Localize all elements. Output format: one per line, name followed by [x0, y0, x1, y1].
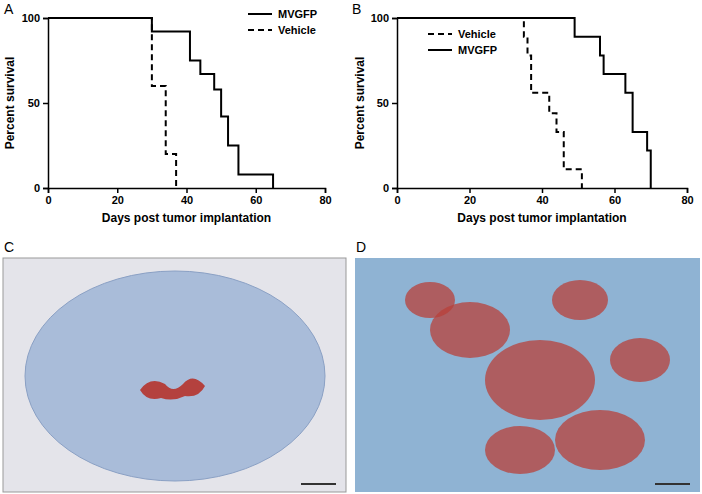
- tick-label: 20: [112, 194, 124, 206]
- tick: 40: [181, 188, 193, 206]
- tick: 100: [371, 12, 397, 24]
- plot-area: [397, 18, 651, 188]
- tick-mark: [614, 188, 616, 193]
- x-axis-title: Days post tumor implantation: [102, 211, 271, 225]
- panel-label: D: [356, 239, 366, 255]
- stain: [552, 280, 608, 320]
- tick-mark: [325, 188, 327, 193]
- scale-bar: [301, 483, 336, 485]
- stain: [555, 410, 645, 470]
- tick-mark: [186, 188, 188, 193]
- tick-label: 0: [34, 182, 40, 194]
- figure: A 0 20 40 60 80 0 50 100 Days post tumor implanta…: [0, 0, 702, 494]
- panel-1: B 0 20 40 60 80 0 50 100 Days post tumor implanta…: [352, 1, 694, 225]
- axis-line: [398, 189, 688, 194]
- image-background: [355, 258, 700, 492]
- x-axis: 0 20 40 60 80: [45, 188, 331, 206]
- survival-line: [48, 18, 273, 188]
- tick-mark: [392, 18, 397, 20]
- stain: [485, 426, 555, 474]
- stain: [140, 378, 205, 399]
- tick: 100: [22, 12, 48, 24]
- y-axis: 0 50 100: [371, 12, 398, 194]
- panel-label: A: [4, 1, 14, 17]
- tick-label: 20: [464, 194, 476, 206]
- tick-label: 40: [181, 194, 193, 206]
- tick-mark: [256, 188, 258, 193]
- axis-line: [43, 19, 49, 189]
- tick-label: 80: [319, 194, 331, 206]
- tick-label: 80: [681, 194, 693, 206]
- tick-label: 0: [383, 182, 389, 194]
- image-panel: C: [3, 239, 346, 492]
- y-axis-title: Percent survival: [353, 57, 367, 150]
- tick-mark: [687, 188, 689, 193]
- tick-label: 100: [371, 12, 389, 24]
- tick-mark: [43, 103, 48, 105]
- tick-label: 60: [609, 194, 621, 206]
- tick-mark: [392, 188, 397, 190]
- panel-0: A 0 20 40 60 80 0 50 100 Days post tumor implanta…: [3, 1, 332, 225]
- tick-label: 60: [250, 194, 262, 206]
- plot-area: [48, 18, 273, 188]
- tick: 50: [28, 97, 48, 109]
- tick: 20: [112, 188, 124, 206]
- tick: 0: [394, 188, 400, 206]
- y-axis: 0 50 100: [22, 12, 49, 194]
- survival-line: [397, 18, 651, 188]
- tick-label: 100: [22, 12, 40, 24]
- tick-mark: [469, 188, 471, 193]
- tick-label: 0: [394, 194, 400, 206]
- legend-swatch: [248, 13, 272, 15]
- stain: [405, 282, 455, 318]
- tick-mark: [392, 103, 397, 105]
- tick-mark: [117, 188, 119, 193]
- image-background: [3, 258, 346, 492]
- image-panel: D: [355, 239, 700, 492]
- brain-section: [25, 271, 325, 481]
- tick-mark: [43, 188, 48, 190]
- tick: 40: [536, 188, 548, 206]
- legend: MVGFP Vehicle: [248, 8, 317, 36]
- tick-label: 0: [45, 194, 51, 206]
- tick-mark: [542, 188, 544, 193]
- scale-bar: [655, 483, 690, 485]
- legend-swatch: [428, 49, 452, 51]
- legend: Vehicle MVGFP: [428, 28, 497, 56]
- x-axis-title: Days post tumor implantation: [457, 211, 626, 225]
- tick-label: 50: [377, 97, 389, 109]
- legend-swatch: [248, 29, 272, 31]
- panel-label: C: [4, 239, 14, 255]
- legend-swatch: [428, 33, 452, 35]
- tick-label: 50: [28, 97, 40, 109]
- axis-line: [49, 189, 326, 194]
- tick: 0: [34, 182, 48, 194]
- survival-line: [48, 18, 176, 188]
- tick: 0: [383, 182, 397, 194]
- stain: [485, 340, 595, 420]
- axis-line: [392, 19, 398, 189]
- tick: 60: [609, 188, 621, 206]
- legend-label: Vehicle: [458, 28, 496, 40]
- x-axis: 0 20 40 60 80: [394, 188, 693, 206]
- tick-label: 40: [536, 194, 548, 206]
- tick: 80: [681, 188, 693, 206]
- legend-label: MVGFP: [278, 8, 317, 20]
- tick: 80: [319, 188, 331, 206]
- survival-line: [397, 18, 582, 188]
- stain: [610, 338, 670, 382]
- legend-label: Vehicle: [278, 24, 316, 36]
- tick: 0: [45, 188, 51, 206]
- tick-mark: [43, 18, 48, 20]
- tick: 60: [250, 188, 262, 206]
- legend-label: MVGFP: [458, 44, 497, 56]
- panel-label: B: [352, 1, 361, 17]
- y-axis-title: Percent survival: [3, 57, 17, 150]
- tick: 20: [464, 188, 476, 206]
- tick: 50: [377, 97, 397, 109]
